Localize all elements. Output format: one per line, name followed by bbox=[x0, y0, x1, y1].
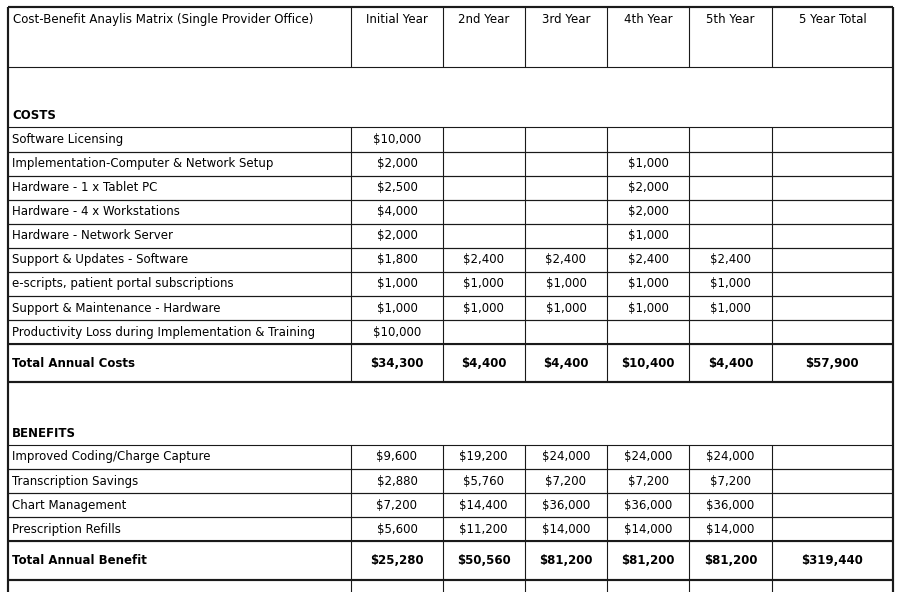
Text: Initial Year: Initial Year bbox=[366, 13, 428, 26]
Text: $81,200: $81,200 bbox=[539, 554, 593, 567]
Text: Improved Coding/Charge Capture: Improved Coding/Charge Capture bbox=[12, 451, 211, 464]
Text: $81,200: $81,200 bbox=[704, 554, 758, 567]
Text: 2nd Year: 2nd Year bbox=[458, 13, 509, 26]
Text: $2,500: $2,500 bbox=[377, 181, 417, 194]
Text: $36,000: $36,000 bbox=[624, 498, 672, 511]
Text: $2,000: $2,000 bbox=[377, 229, 417, 242]
Text: $11,200: $11,200 bbox=[460, 523, 508, 536]
Text: $7,200: $7,200 bbox=[628, 475, 669, 487]
Text: $1,000: $1,000 bbox=[628, 229, 669, 242]
Text: $14,000: $14,000 bbox=[542, 523, 590, 536]
Text: Support & Maintenance - Hardware: Support & Maintenance - Hardware bbox=[12, 301, 221, 314]
Text: 4th Year: 4th Year bbox=[624, 13, 673, 26]
Text: $24,000: $24,000 bbox=[706, 451, 755, 464]
Text: BENEFITS: BENEFITS bbox=[12, 427, 76, 440]
Text: $1,800: $1,800 bbox=[377, 253, 417, 266]
Text: $4,400: $4,400 bbox=[543, 357, 588, 370]
Text: $1,000: $1,000 bbox=[545, 301, 587, 314]
Text: $36,000: $36,000 bbox=[542, 498, 590, 511]
Text: $4,000: $4,000 bbox=[377, 205, 417, 218]
Text: $7,200: $7,200 bbox=[710, 475, 751, 487]
Text: $2,400: $2,400 bbox=[628, 253, 669, 266]
Text: $2,400: $2,400 bbox=[545, 253, 587, 266]
Text: $10,000: $10,000 bbox=[373, 326, 421, 339]
Text: Prescription Refills: Prescription Refills bbox=[12, 523, 121, 536]
Text: Transcription Savings: Transcription Savings bbox=[12, 475, 138, 487]
Text: Total Annual Costs: Total Annual Costs bbox=[12, 357, 135, 370]
Text: $5,600: $5,600 bbox=[377, 523, 417, 536]
Text: Hardware - 4 x Workstations: Hardware - 4 x Workstations bbox=[12, 205, 180, 218]
Text: $1,000: $1,000 bbox=[628, 301, 669, 314]
Text: $2,400: $2,400 bbox=[463, 253, 505, 266]
Text: $19,200: $19,200 bbox=[460, 451, 508, 464]
Text: $34,300: $34,300 bbox=[370, 357, 423, 370]
Text: $2,000: $2,000 bbox=[628, 181, 669, 194]
Text: $319,440: $319,440 bbox=[802, 554, 863, 567]
Text: $24,000: $24,000 bbox=[542, 451, 590, 464]
Text: $2,400: $2,400 bbox=[710, 253, 751, 266]
Text: $14,000: $14,000 bbox=[706, 523, 755, 536]
Text: Hardware - Network Server: Hardware - Network Server bbox=[12, 229, 173, 242]
Text: 5th Year: 5th Year bbox=[706, 13, 755, 26]
Text: $10,000: $10,000 bbox=[373, 133, 421, 146]
Text: $25,280: $25,280 bbox=[370, 554, 423, 567]
Text: Chart Management: Chart Management bbox=[12, 498, 126, 511]
Text: $2,000: $2,000 bbox=[628, 205, 669, 218]
Text: COSTS: COSTS bbox=[12, 110, 56, 123]
Text: $81,200: $81,200 bbox=[622, 554, 675, 567]
Text: 5 Year Total: 5 Year Total bbox=[798, 13, 866, 26]
Text: $2,000: $2,000 bbox=[377, 157, 417, 170]
Text: $4,400: $4,400 bbox=[461, 357, 506, 370]
Text: $1,000: $1,000 bbox=[463, 301, 505, 314]
Text: $4,400: $4,400 bbox=[708, 357, 753, 370]
Text: $14,000: $14,000 bbox=[624, 523, 672, 536]
Text: $1,000: $1,000 bbox=[463, 278, 505, 291]
Text: $36,000: $36,000 bbox=[706, 498, 755, 511]
Text: Implementation-Computer & Network Setup: Implementation-Computer & Network Setup bbox=[12, 157, 273, 170]
Text: Software Licensing: Software Licensing bbox=[12, 133, 123, 146]
Text: $14,400: $14,400 bbox=[460, 498, 508, 511]
Text: $1,000: $1,000 bbox=[710, 278, 751, 291]
Text: $57,900: $57,900 bbox=[805, 357, 860, 370]
Text: 3rd Year: 3rd Year bbox=[542, 13, 590, 26]
Text: $1,000: $1,000 bbox=[545, 278, 587, 291]
Text: $5,760: $5,760 bbox=[463, 475, 505, 487]
Text: Support & Updates - Software: Support & Updates - Software bbox=[12, 253, 188, 266]
Text: $50,560: $50,560 bbox=[457, 554, 511, 567]
Text: Cost-Benefit Anaylis Matrix (Single Provider Office): Cost-Benefit Anaylis Matrix (Single Prov… bbox=[13, 13, 314, 26]
Text: $1,000: $1,000 bbox=[377, 301, 417, 314]
Text: Productivity Loss during Implementation & Training: Productivity Loss during Implementation … bbox=[12, 326, 315, 339]
Text: $1,000: $1,000 bbox=[628, 278, 669, 291]
Text: Total Annual Benefit: Total Annual Benefit bbox=[12, 554, 147, 567]
Text: $1,000: $1,000 bbox=[710, 301, 751, 314]
Text: $2,880: $2,880 bbox=[377, 475, 417, 487]
Text: Hardware - 1 x Tablet PC: Hardware - 1 x Tablet PC bbox=[12, 181, 158, 194]
Text: $9,600: $9,600 bbox=[377, 451, 417, 464]
Text: $24,000: $24,000 bbox=[624, 451, 672, 464]
Text: $7,200: $7,200 bbox=[545, 475, 587, 487]
Text: e-scripts, patient portal subscriptions: e-scripts, patient portal subscriptions bbox=[12, 278, 233, 291]
Text: $1,000: $1,000 bbox=[628, 157, 669, 170]
Text: $7,200: $7,200 bbox=[377, 498, 417, 511]
Text: $10,400: $10,400 bbox=[622, 357, 675, 370]
Text: $1,000: $1,000 bbox=[377, 278, 417, 291]
